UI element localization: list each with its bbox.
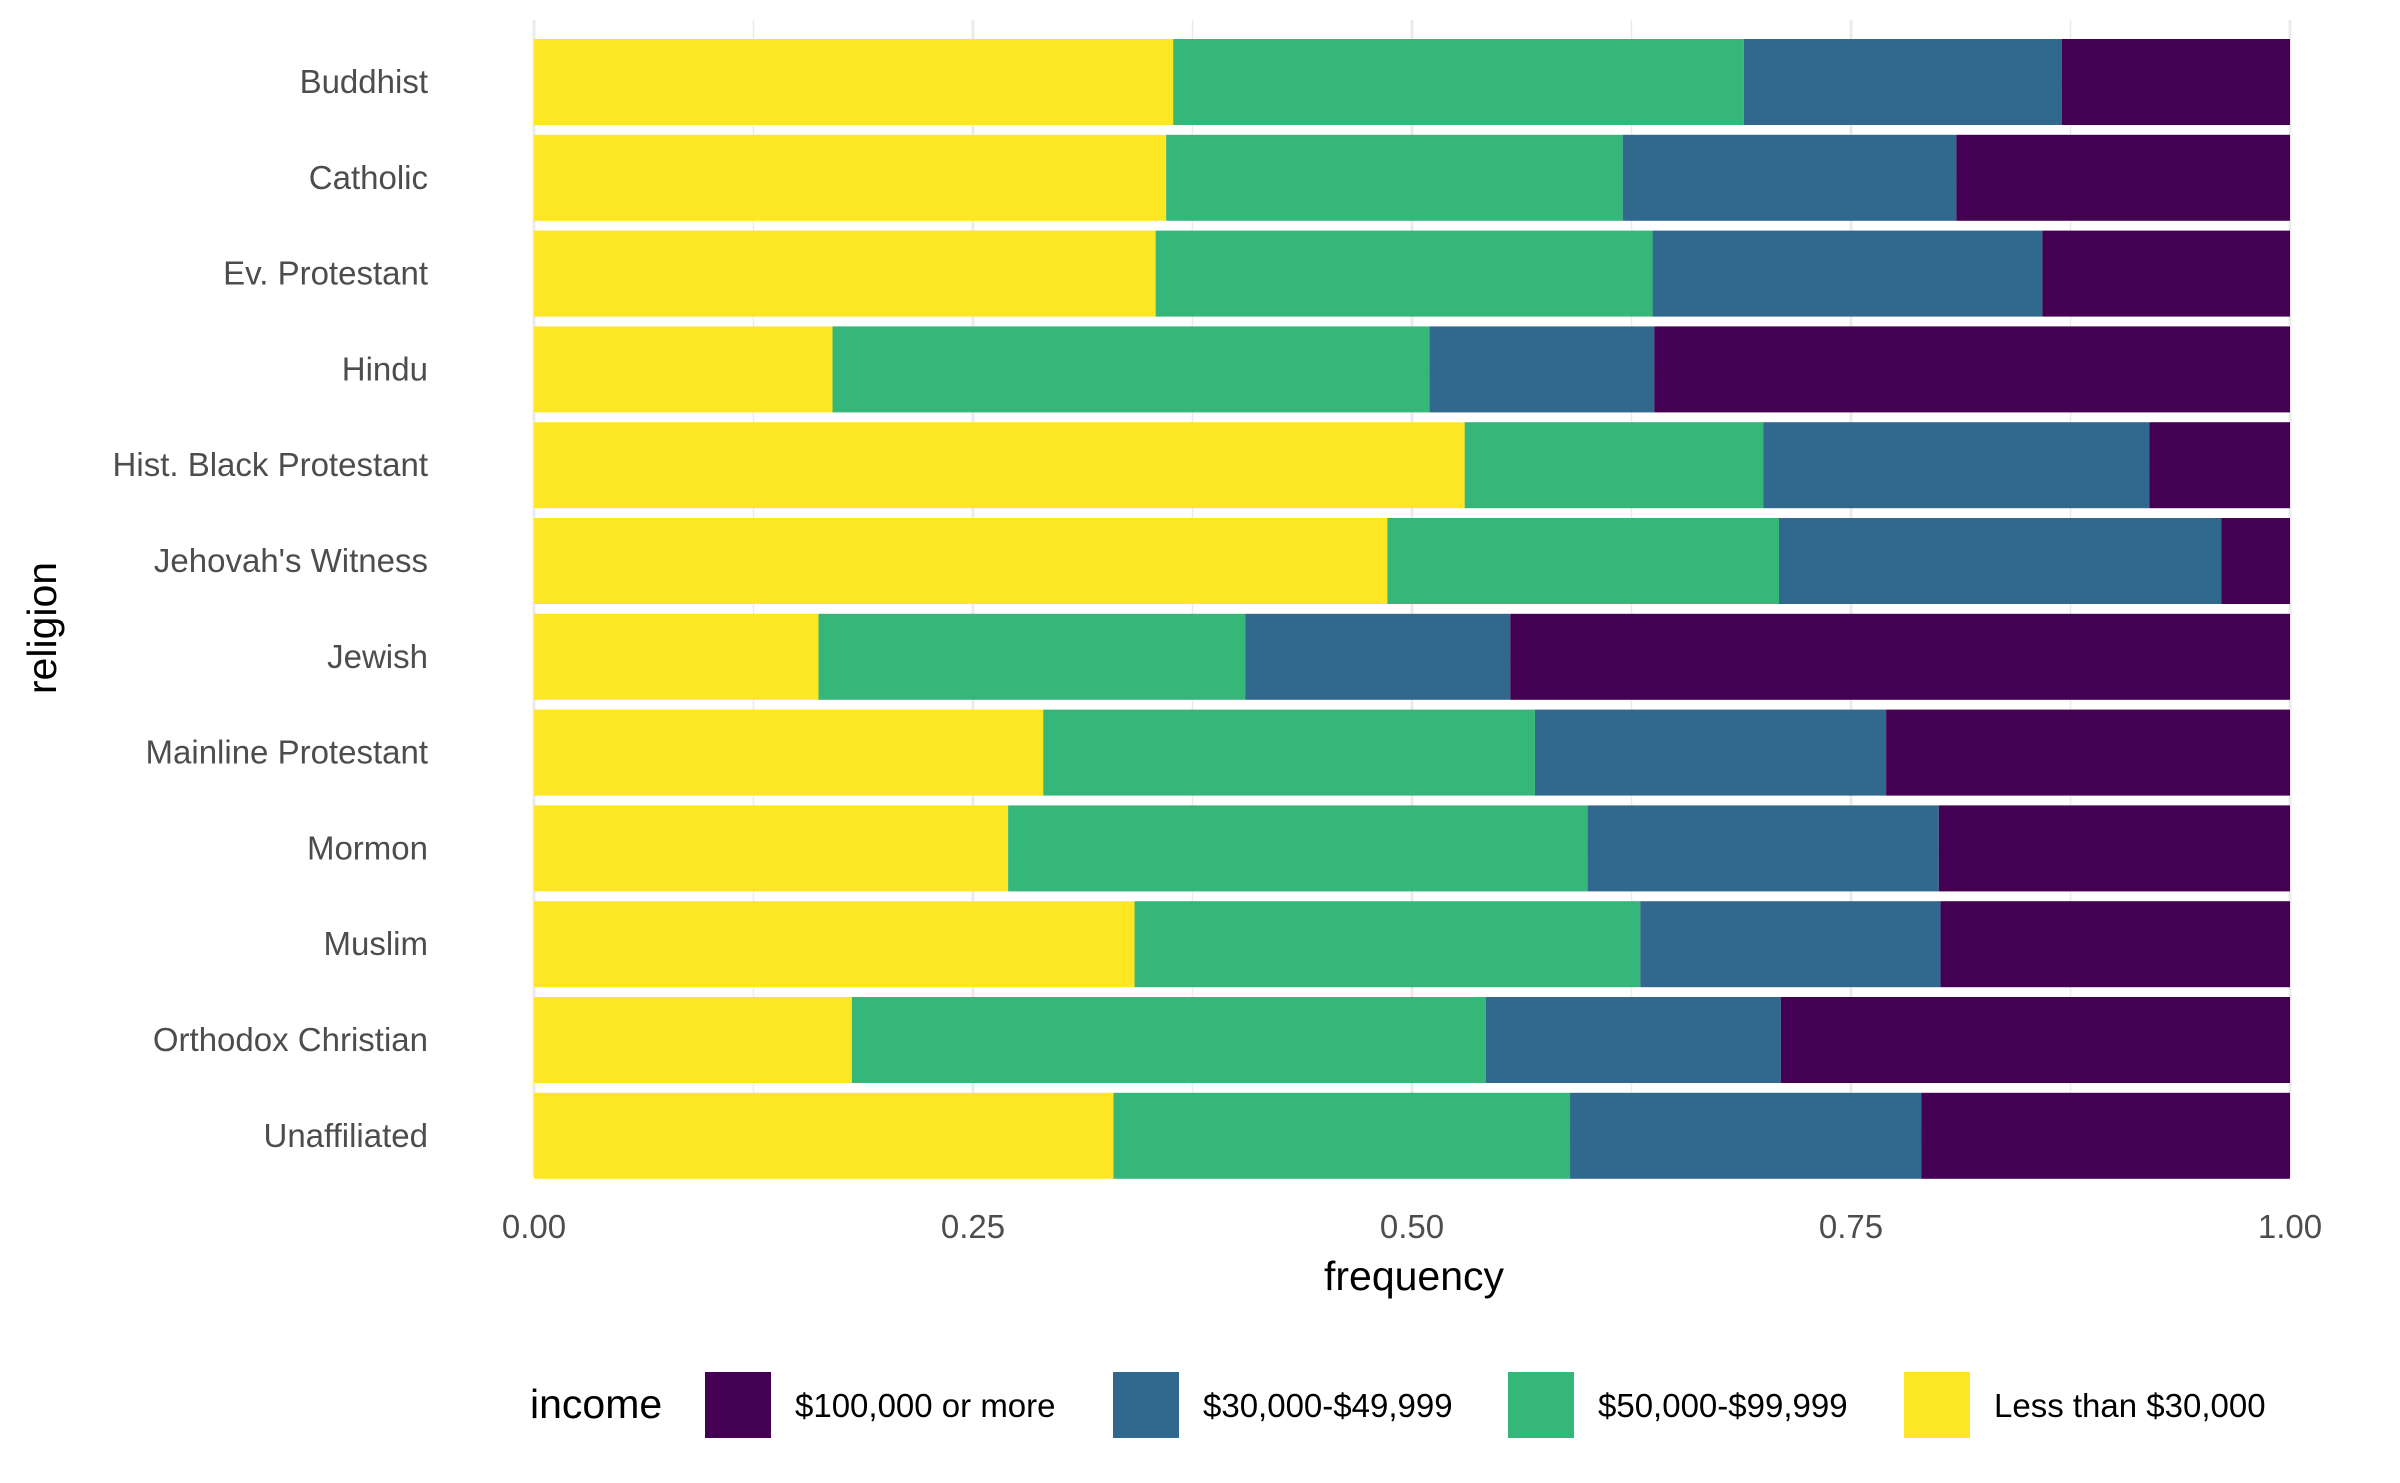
bar-segment: [534, 901, 1135, 988]
y-tick-label: Catholic: [309, 159, 428, 196]
bar-segment: [534, 1092, 1114, 1179]
bar-segment: [1940, 901, 2290, 988]
bar-segment: [1654, 326, 2290, 413]
legend-key: [1113, 1372, 1179, 1438]
bar-segment: [1155, 230, 1653, 317]
bar-segment: [832, 326, 1430, 413]
legend-label: $30,000-$49,999: [1203, 1387, 1453, 1424]
x-axis-title: frequency: [1324, 1253, 1505, 1299]
y-tick-label: Mormon: [307, 829, 428, 866]
bar-segment: [1510, 613, 2290, 700]
bar-segment: [2149, 422, 2290, 509]
bar-segment: [1464, 422, 1764, 509]
bar-segment: [1113, 1092, 1571, 1179]
legend-label: Less than $30,000: [1994, 1387, 2266, 1424]
legend-title: income: [530, 1381, 662, 1427]
bar-segment: [2221, 518, 2290, 604]
y-tick-label: Orthodox Christian: [153, 1021, 428, 1058]
bar-segment: [818, 613, 1246, 700]
bar-segment: [1043, 709, 1535, 796]
bar-segment: [1166, 134, 1623, 221]
bar-segment: [534, 805, 1009, 892]
x-tick-label: 0.25: [941, 1208, 1005, 1245]
bar-segment: [1622, 134, 1957, 221]
y-tick-label: Hindu: [342, 350, 428, 387]
bar-segment: [534, 997, 852, 1083]
y-tick-label: Hist. Black Protestant: [113, 446, 428, 483]
x-tick-label: 0.00: [502, 1208, 566, 1245]
bar-segment: [1429, 326, 1655, 413]
y-axis-title: religion: [19, 562, 65, 694]
bar-segment: [534, 422, 1465, 509]
bar-segment: [1485, 997, 1781, 1083]
legend-label: $50,000-$99,999: [1598, 1387, 1848, 1424]
bar-segment: [1587, 805, 1939, 892]
bar-segment: [1780, 997, 2290, 1083]
y-tick-label: Muslim: [324, 925, 429, 962]
bar-segment: [1173, 39, 1744, 125]
bar-segment: [1387, 518, 1780, 604]
legend: income $100,000 or more $30,000-$49,999 $5…: [530, 1372, 2266, 1438]
legend-items: $100,000 or more $30,000-$49,999 $50,000-$…: [705, 1372, 2266, 1438]
y-axis-tick-labels: Buddhist Catholic Ev. Protestant Hindu Hist.…: [113, 63, 428, 1154]
y-tick-label: Ev. Protestant: [223, 255, 428, 292]
bar-segment: [1938, 805, 2290, 892]
bar-segment: [1763, 422, 2150, 509]
bar-segment: [534, 326, 833, 413]
bar-segment: [851, 997, 1486, 1083]
bar-segment: [1008, 805, 1588, 892]
x-axis-tick-labels: 0.00 0.25 0.50 0.75 1.00: [502, 1208, 2322, 1245]
y-tick-label: Jewish: [327, 638, 428, 675]
bar-segment: [1886, 709, 2290, 796]
x-tick-label: 1.00: [2258, 1208, 2322, 1245]
legend-key: [705, 1372, 771, 1438]
bar-segment: [534, 39, 1174, 125]
bar-segment: [534, 518, 1388, 604]
x-tick-label: 0.50: [1380, 1208, 1444, 1245]
legend-key: [1508, 1372, 1574, 1438]
bar-segment: [534, 230, 1156, 317]
bar-segment: [1640, 901, 1941, 988]
bar-segment: [1743, 39, 2062, 125]
bar-segment: [534, 613, 819, 700]
bar-segment: [1570, 1092, 1922, 1179]
bar-segment: [1921, 1092, 2290, 1179]
bar-segment: [534, 709, 1044, 796]
x-tick-label: 0.75: [1819, 1208, 1883, 1245]
bar-segment: [1134, 901, 1641, 988]
y-tick-label: Unaffiliated: [263, 1117, 428, 1154]
bar-segment: [1245, 613, 1511, 700]
bar-segment: [534, 134, 1167, 221]
y-tick-label: Jehovah's Witness: [154, 542, 428, 579]
bar-segment: [1956, 134, 2290, 221]
legend-label: $100,000 or more: [795, 1387, 1056, 1424]
bar-segment: [1652, 230, 2043, 317]
legend-key: [1904, 1372, 1970, 1438]
bar-segment: [2061, 39, 2290, 125]
y-tick-label: Mainline Protestant: [146, 734, 428, 771]
bar-segment: [2042, 230, 2290, 317]
bar-segment: [1779, 518, 2222, 604]
bars-layer: [534, 39, 2290, 1179]
y-tick-label: Buddhist: [300, 63, 428, 100]
bar-segment: [1534, 709, 1887, 796]
